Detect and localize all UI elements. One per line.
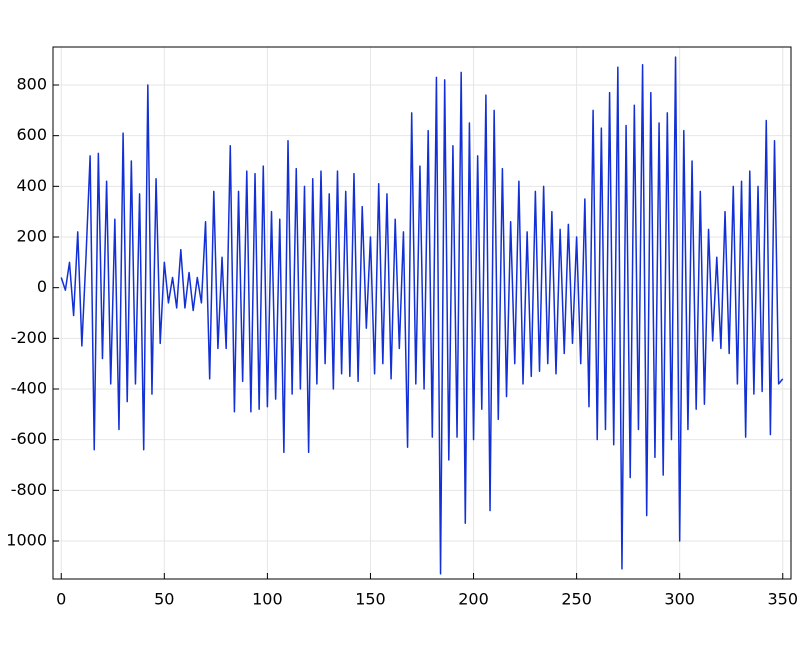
x-tick-label: 150 xyxy=(355,590,386,609)
y-tick-label: 1000 xyxy=(6,531,47,550)
y-tick-label: 600 xyxy=(16,125,47,144)
y-tick-label: 200 xyxy=(16,227,47,246)
x-tick-label: 300 xyxy=(664,590,695,609)
x-tick-label: 350 xyxy=(767,590,798,609)
y-tick-label: -200 xyxy=(11,328,47,347)
x-tick-label: 200 xyxy=(458,590,489,609)
y-tick-label: 0 xyxy=(37,277,47,296)
data-line xyxy=(60,56,784,575)
y-tick-label: -800 xyxy=(11,480,47,499)
y-tick-label: -600 xyxy=(11,429,47,448)
x-tick-label: 100 xyxy=(252,590,283,609)
x-tick-label: 0 xyxy=(56,590,66,609)
y-tick-label: 400 xyxy=(16,176,47,195)
y-tick-label: -400 xyxy=(11,379,47,398)
x-tick-label: 250 xyxy=(561,590,592,609)
y-tick-label: 800 xyxy=(16,75,47,94)
x-tick-label: 50 xyxy=(154,590,174,609)
plot-frame xyxy=(52,46,792,580)
